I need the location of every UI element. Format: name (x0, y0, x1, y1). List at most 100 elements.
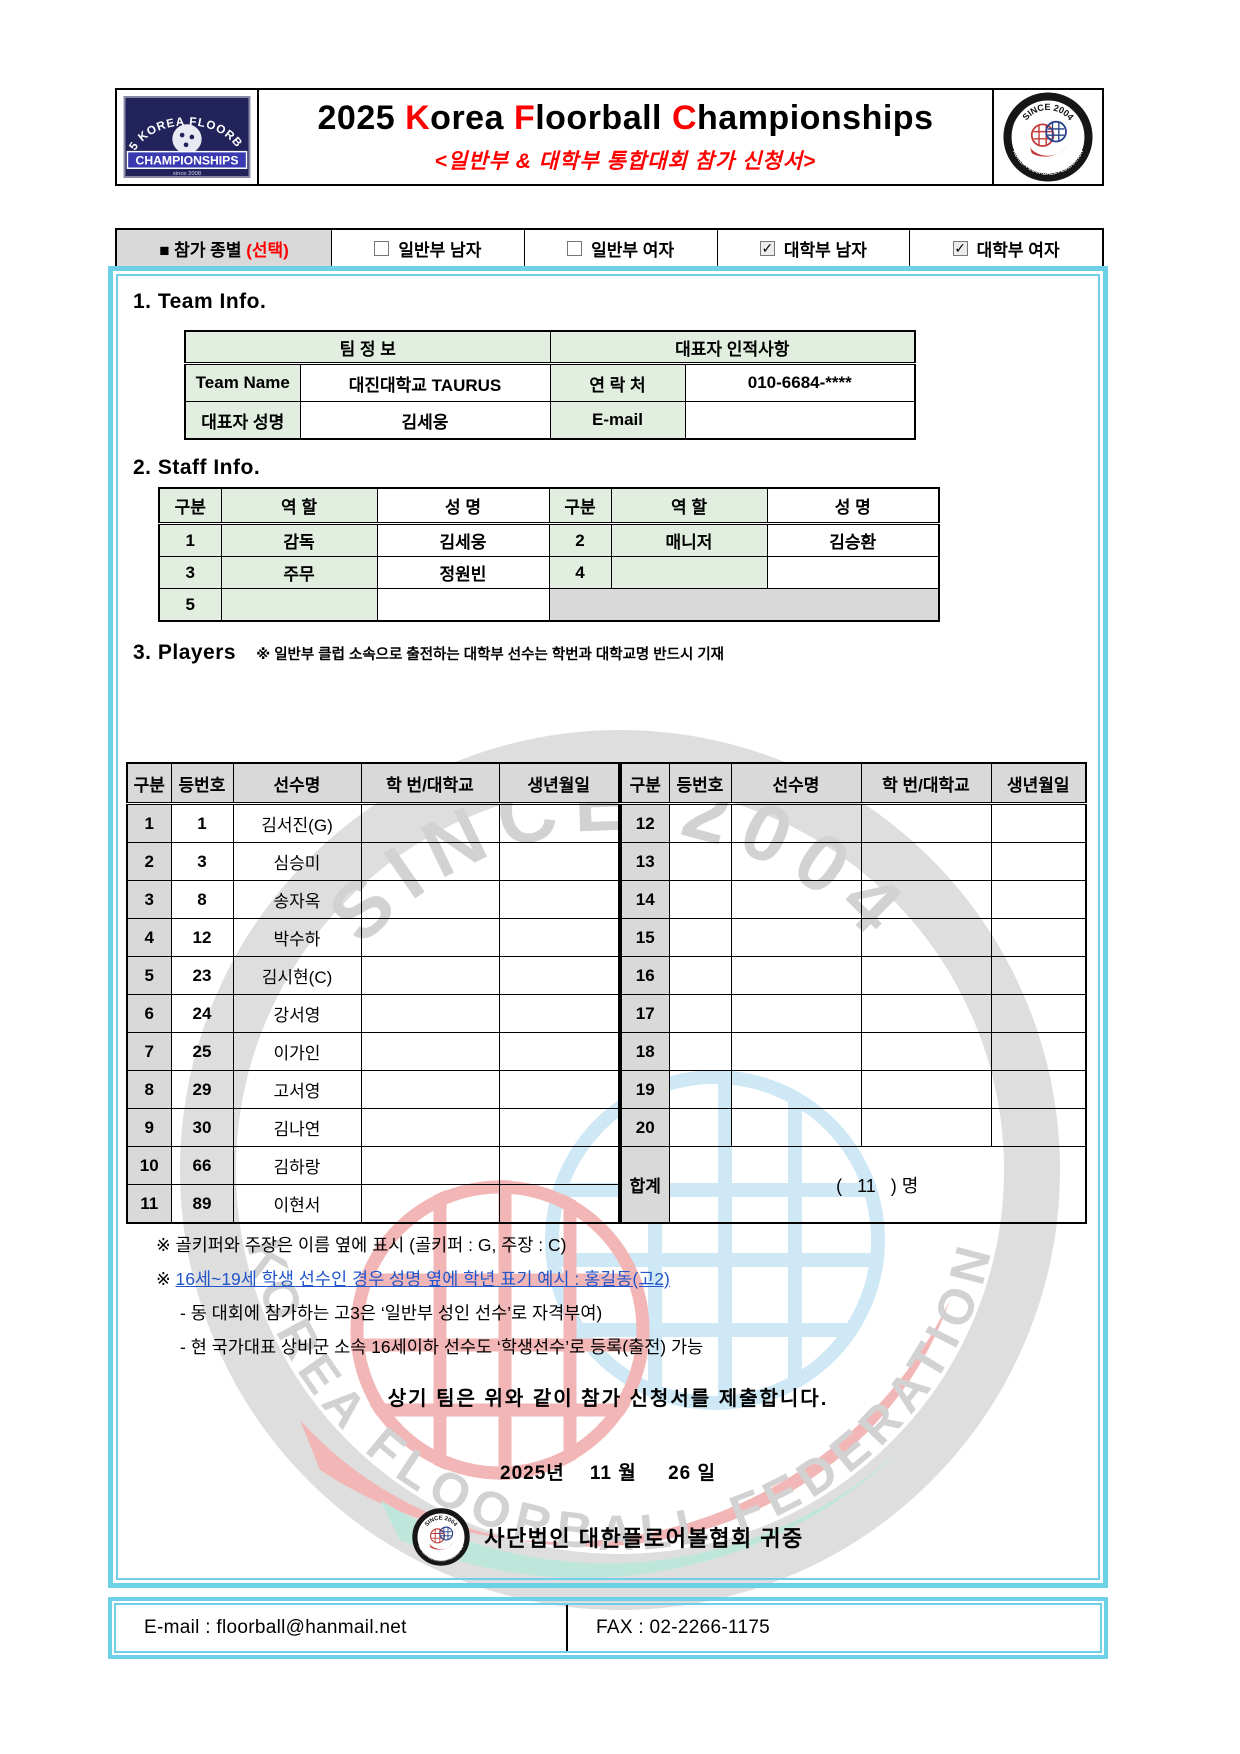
empty-cell (360, 1032, 500, 1071)
table-row: 대표자 성명 김세웅 E-mail (184, 401, 916, 440)
empty-cell (360, 1070, 500, 1109)
page-title: 2025 Korea Floorball Championships (317, 99, 934, 137)
empty-cell (990, 803, 1087, 843)
empty-cell (668, 880, 732, 919)
empty-cell (730, 1070, 862, 1109)
empty-cell (730, 842, 862, 881)
empty-cell (668, 1108, 732, 1147)
col-header-number: 등번호 (668, 762, 732, 805)
player-row: 12 (620, 803, 1087, 843)
players-table-left: 구분 등번호 선수명 학 번/대학교 생년월일 1 1 김서진(G) 2 3 심승미 3… (126, 762, 620, 1224)
player-row: 5 23 김시현(C) (126, 956, 620, 995)
team-info-heading: 1. Team Info. (133, 290, 267, 313)
staff-no: 3 (158, 556, 222, 589)
player-name: 김시현(C) (232, 956, 362, 995)
col-header-name: 성 명 (766, 487, 940, 525)
staff-role: 주무 (220, 556, 378, 589)
svg-text:since 2008: since 2008 (173, 171, 201, 177)
main-content-frame-inner: 1. Team Info. 팀 정 보 대표자 인적사항 Team Name 대… (116, 274, 1100, 1580)
footer-fax: FAX : 02-2266-1175 (596, 1617, 771, 1638)
empty-cell (860, 918, 992, 957)
empty-cell (860, 1032, 992, 1071)
staff-no: 2 (548, 523, 612, 557)
col-header-studentid: 학 번/대학교 (860, 762, 992, 805)
player-name: 이가인 (232, 1032, 362, 1071)
note-goalkeeper-captain: ※ 골키퍼와 주장은 이름 옆에 표시 (골키퍼 : G, 주장 : C) (156, 1235, 567, 1255)
contact-value: 010-6684-**** (684, 363, 916, 402)
player-name: 이현서 (232, 1184, 362, 1224)
checkbox-general-women[interactable] (567, 240, 583, 256)
empty-cell (730, 880, 862, 919)
player-row: 20 (620, 1108, 1087, 1147)
col-header-no: 구분 (158, 487, 222, 525)
empty-cell (860, 956, 992, 995)
staff-info-heading: 2. Staff Info. (133, 456, 261, 479)
empty-cell (360, 1146, 500, 1185)
team-info-header-row: 팀 정 보 대표자 인적사항 (184, 330, 916, 365)
submission-date: 2025년 11 월 26 일 (500, 1463, 716, 1484)
table-row: Team Name 대진대학교 TAURUS 연 락 처 010-6684-**… (184, 363, 916, 402)
player-name: 송자옥 (232, 880, 362, 919)
empty-cell (730, 1108, 862, 1147)
empty-cell (860, 1108, 992, 1147)
player-name: 심승미 (232, 842, 362, 881)
player-row: 16 (620, 956, 1087, 995)
page-subtitle: <일반부 & 대학부 통합대회 참가 신청서> (434, 150, 817, 173)
total-label: 합계 (620, 1146, 670, 1224)
checkbox-general-men[interactable] (374, 240, 390, 256)
staff-name: 김승환 (766, 523, 940, 557)
player-name: 강서영 (232, 994, 362, 1033)
option-label: 일반부 남자 (398, 240, 482, 260)
staff-role: 감독 (220, 523, 378, 557)
header: 2025 KOREA FLOORBALL CHAMPIONSHIPS since… (115, 88, 1104, 186)
players-header-row: 구분 등번호 선수명 학 번/대학교 생년월일 (126, 762, 620, 805)
empty-cell (360, 918, 500, 957)
empty-cell (990, 956, 1087, 995)
contact-footer-inner: E-mail : floorball@hanmail.net FAX : 02-… (114, 1603, 1102, 1653)
players-header-row: 구분 등번호 선수명 학 번/대학교 생년월일 (620, 762, 1087, 805)
player-row: 13 (620, 842, 1087, 881)
col-header-role: 역 할 (220, 487, 378, 525)
empty-cell (990, 918, 1087, 957)
checkbox-university-women[interactable]: ✓ (952, 240, 968, 256)
association-name: 사단법인 대한플로어볼협회 귀중 (484, 1526, 804, 1551)
empty-cell (860, 842, 992, 881)
empty-cell (498, 1184, 620, 1224)
player-row: 18 (620, 1032, 1087, 1071)
players-heading-row: 3. Players ※ 일반부 클럽 소속으로 출전하는 대학부 선수는 학번… (133, 641, 724, 665)
empty-cell (498, 918, 620, 957)
empty-cell (498, 1146, 620, 1185)
option-general-women[interactable]: 일반부 여자 (523, 230, 717, 266)
option-label: 대학부 여자 (976, 240, 1060, 260)
option-university-men[interactable]: ✓ 대학부 남자 (716, 230, 910, 266)
contact-footer: E-mail : floorball@hanmail.net FAX : 02-… (108, 1597, 1108, 1659)
note-student-grade: ※ 16세~19세 학생 선수인 경우 성명 옆에 학년 표기 예시 : 홍길동… (156, 1269, 670, 1289)
player-row: 17 (620, 994, 1087, 1033)
team-info-header: 팀 정 보 (184, 330, 551, 365)
empty-cell (990, 880, 1087, 919)
federation-logo: SINCE 2004 KOREA FLOORBALL FEDERATION (992, 90, 1102, 184)
option-general-men[interactable]: 일반부 남자 (331, 230, 524, 266)
empty-cell (498, 880, 620, 919)
federation-logo-icon: SINCE 2004 KOREA FLOORBALL FEDERATION (1003, 92, 1093, 182)
player-name: 김나연 (232, 1108, 362, 1147)
player-row: 8 29 고서영 (126, 1070, 620, 1109)
col-header-birthdate: 생년월일 (990, 762, 1087, 805)
player-name: 고서영 (232, 1070, 362, 1109)
empty-cell (990, 1108, 1087, 1147)
staff-info-table: 구분 역 할 성 명 구분 역 할 성 명 1 감독 김세웅 2 매니저 김승환… (158, 487, 940, 622)
staff-role (610, 556, 768, 589)
federation-seal-icon: SINCE 2004 KOREA FLOORBALL FEDERATION (412, 1508, 470, 1566)
player-row: 2 3 심승미 (126, 842, 620, 881)
player-row: 3 8 송자옥 (126, 880, 620, 919)
svg-text:CHAMPIONSHIPS: CHAMPIONSHIPS (136, 153, 239, 167)
team-name-label: Team Name (184, 363, 301, 402)
empty-cell (498, 842, 620, 881)
checkbox-university-men[interactable]: ✓ (759, 240, 775, 256)
col-header-player-name: 선수명 (232, 762, 362, 805)
empty-cell (498, 1070, 620, 1109)
option-university-women[interactable]: ✓ 대학부 여자 (909, 230, 1102, 266)
rep-info-header: 대표자 인적사항 (549, 330, 916, 365)
empty-cell (668, 842, 732, 881)
empty-cell (860, 1070, 992, 1109)
